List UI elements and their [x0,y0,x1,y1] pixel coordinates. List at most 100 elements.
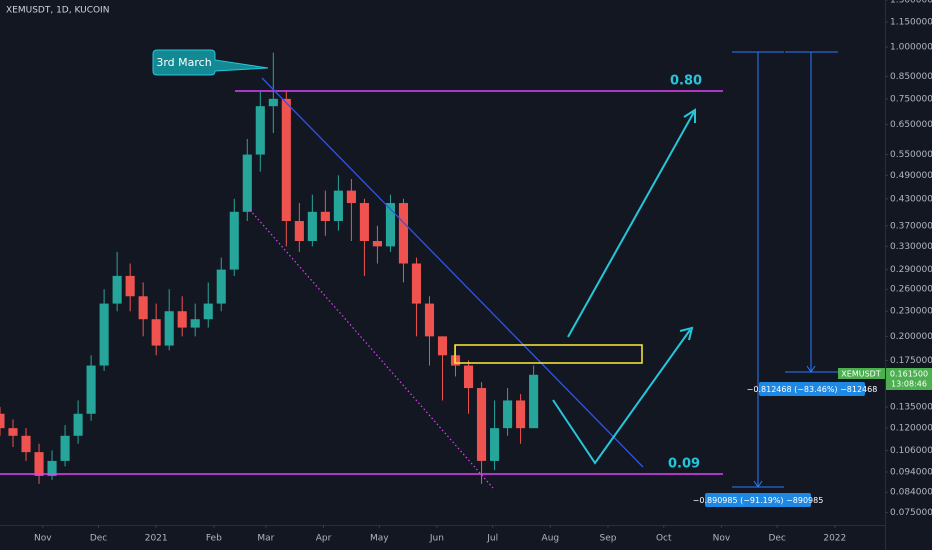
level-label: 0.80 [670,74,702,89]
candle-body [307,211,317,242]
candle-body [151,319,161,346]
projection-path [567,111,695,338]
candle-body [281,98,291,222]
candle-body [255,106,265,155]
x-tick-label: Apr [316,534,332,544]
candle-body [385,203,395,247]
candle-body [503,400,513,429]
drawings: −0.812468 (−83.46%) −812468 −0.890985 (−… [0,49,932,507]
y-tick-label: 0.084000 [890,488,932,498]
candle-body [203,303,213,320]
candle-body [490,428,500,461]
candle-body [294,221,304,242]
candle-body [529,374,539,429]
candle-body [99,303,109,366]
y-tick-label: 0.260000 [890,285,932,295]
callout-box [152,49,269,76]
y-tick-label: 0.106000 [890,446,932,456]
x-tick-label: 2022 [823,534,846,544]
y-tick-label: 0.290000 [890,265,932,275]
candle-body [86,365,96,414]
candle-body [476,388,487,461]
countdown-text: 13:08:46 [891,380,927,389]
y-tick-label: 0.075000 [890,508,932,518]
x-tick-label: Jul [486,534,498,544]
y-tick-label: 0.200000 [890,332,932,342]
candles [0,52,539,484]
candle-body [242,154,252,212]
arrow-head [806,365,816,373]
candle-body [8,428,18,436]
x-tick-label: Jun [429,534,444,544]
measure-label-box [705,493,811,507]
x-tick-label: Nov [713,534,731,544]
measure-label: −0.812468 (−83.46%) −812468 [747,385,878,394]
y-tick-label: 0.175000 [890,356,932,366]
level-label: 0.09 [668,457,700,472]
y-tick-label: 0.850000 [890,72,932,82]
x-tick-label: Dec [768,534,785,544]
y-tick-label: 0.330000 [890,242,932,252]
candle-body [47,460,57,476]
price-tag-text: 0.161500 [890,370,928,379]
candle-body [177,311,187,328]
candle-body [398,203,409,264]
candle-body [0,413,5,429]
candle-body [138,296,148,320]
y-tick-label: 1.300000 [890,0,932,6]
candle-body [73,413,83,436]
x-tick-label: Dec [90,534,107,544]
candle-body [125,275,135,297]
measure-label-box [759,382,865,396]
candle-body [333,190,343,222]
y-tick-label: 0.750000 [890,94,932,104]
callout-text: 3rd March [156,56,211,69]
candle-body [516,400,526,429]
y-tick-label: 0.490000 [890,171,932,181]
candle-body [359,203,369,242]
y-tick-label: 0.650000 [890,120,932,130]
arrow-head [753,480,763,488]
x-tick-label: Aug [542,534,560,544]
price-tag [886,368,932,390]
y-tick-label: 1.000000 [890,43,932,53]
y-tick-label: 0.094000 [890,468,932,478]
candle-body [320,211,330,222]
symbol-title: XEMUSDT, 1D, KUCOIN [6,6,109,16]
x-tick-label: May [370,534,389,544]
candle-body [463,365,474,389]
x-tick-label: 2021 [145,534,168,544]
symbol-tag-text: XEMUSDT [841,370,881,379]
candle-body [112,275,122,304]
y-tick-label: 0.135000 [890,402,932,412]
y-tick-label: 0.550000 [890,150,932,160]
candle-body [268,98,278,107]
y-tick-label: 0.230000 [890,307,932,317]
x-tick-label: Oct [656,534,672,544]
x-tick-label: Nov [34,534,52,544]
candle-body [424,303,435,337]
x-tick-label: Sep [599,534,616,544]
measure-label: −0.890985 (−91.19%) −890985 [693,496,824,505]
x-tick-label: Feb [206,534,222,544]
symbol-tag [838,368,885,379]
candle-body [164,311,174,346]
candle-body [60,435,70,461]
y-tick-label: 0.370000 [890,221,932,231]
candle-body [34,452,44,476]
x-tick-label: Mar [257,534,274,544]
projection-path [552,329,691,465]
candle-body [372,241,382,247]
trend-line [249,209,494,489]
candle-body [190,319,200,328]
zone [454,344,643,364]
arrow-head [679,326,694,341]
candle-body [229,211,239,270]
candle-body [346,190,356,204]
candle-body [437,336,448,356]
candle-body [216,269,226,304]
y-tick-label: 1.150000 [890,18,932,28]
trend-line [261,77,644,468]
